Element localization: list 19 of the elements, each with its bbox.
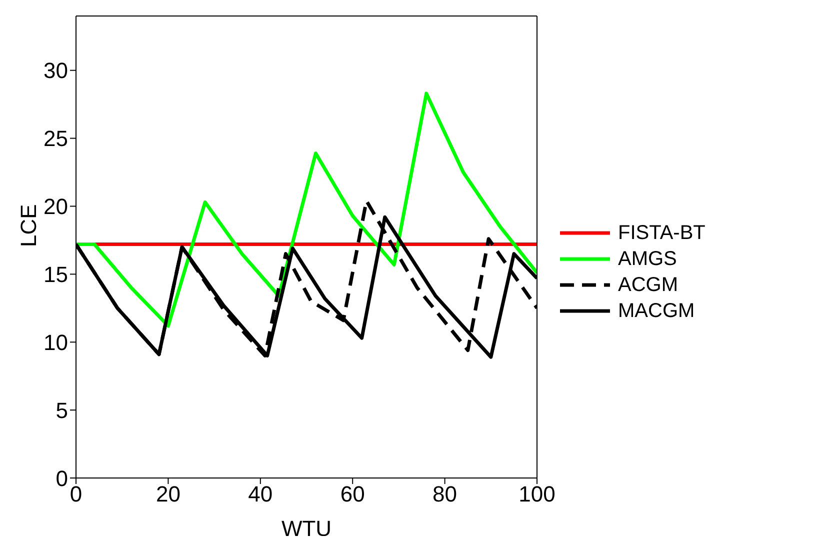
y-tick-label: 0 bbox=[56, 466, 68, 491]
legend-label: MACGM bbox=[618, 300, 695, 322]
x-tick-label: 80 bbox=[432, 482, 458, 507]
line-series bbox=[76, 92, 537, 328]
y-tick-label: 15 bbox=[44, 262, 68, 287]
y-tick-label: 25 bbox=[44, 126, 68, 152]
x-tick-label: 40 bbox=[248, 482, 273, 507]
y-tick-label: 20 bbox=[44, 194, 68, 220]
x-tick-label: 20 bbox=[156, 482, 180, 507]
legend-label: AMGS bbox=[618, 248, 677, 270]
x-tick-label: 100 bbox=[518, 482, 556, 507]
x-axis-title: WTU bbox=[281, 516, 332, 541]
y-axis-title: LCE bbox=[16, 204, 41, 247]
legend-label: FISTA-BT bbox=[618, 222, 706, 244]
y-tick-label: 10 bbox=[44, 330, 68, 355]
y-tick-label: 5 bbox=[56, 398, 68, 423]
x-tick-label: 60 bbox=[340, 482, 365, 507]
y-tick-label: 30 bbox=[44, 58, 68, 84]
legend-label: ACGM bbox=[618, 274, 678, 296]
